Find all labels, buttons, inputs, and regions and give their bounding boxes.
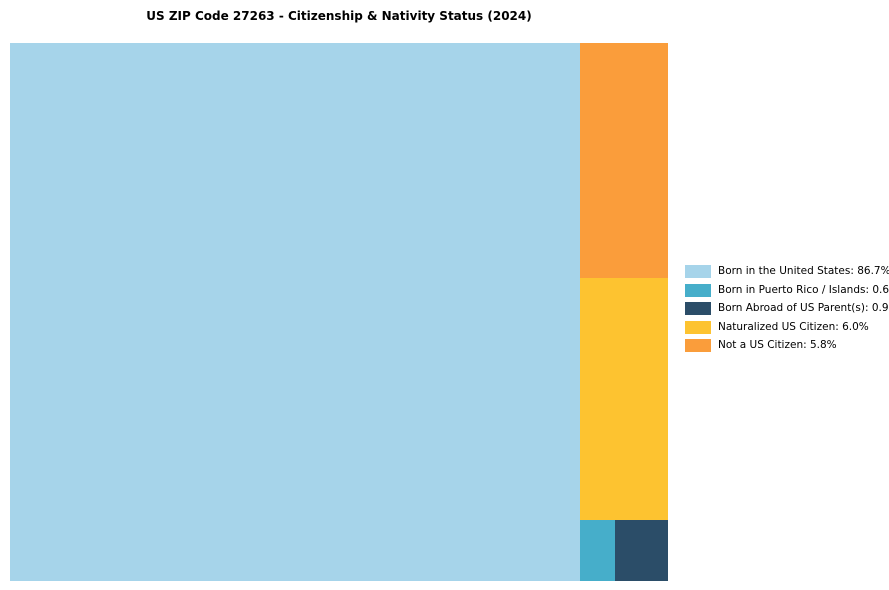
legend: Born in the United States: 86.7% Born in … [685,265,889,358]
legend-swatch-icon [685,339,711,352]
treemap-tile-naturalized-us-citizen [580,277,668,521]
treemap-tile-born-in-puerto-rico-islands [580,520,616,581]
legend-swatch-icon [685,283,711,297]
legend-label: Not a US Citizen: 5.8% [718,339,837,351]
treemap-tile-born-in-the-united-states [10,43,581,581]
legend-swatch-icon [685,320,711,334]
legend-swatch-icon [685,265,711,278]
legend-item-not-a-us-citizen: Not a US Citizen: 5.8% [685,339,889,352]
legend-swatch-icon [685,302,711,315]
treemap-plot [10,43,668,581]
legend-label: Born Abroad of US Parent(s): 0.9% [718,302,889,314]
legend-label: Naturalized US Citizen: 6.0% [718,320,869,333]
treemap-tile-born-abroad-of-us-parent-s [615,520,668,581]
legend-item-naturalized-us-citizen: Naturalized US Citizen: 6.0% [685,320,889,334]
legend-item-born-in-the-united-states: Born in the United States: 86.7% [685,265,889,278]
legend-label: Born in Puerto Rico / Islands: 0.6% [718,283,889,296]
legend-item-born-in-puerto-rico-islands: Born in Puerto Rico / Islands: 0.6% [685,283,889,297]
treemap-tile-not-a-us-citizen [580,43,668,278]
legend-item-born-abroad-of-us-parent-s: Born Abroad of US Parent(s): 0.9% [685,302,889,315]
chart-title: US ZIP Code 27263 - Citizenship & Nativi… [146,9,532,23]
legend-label: Born in the United States: 86.7% [718,265,889,277]
